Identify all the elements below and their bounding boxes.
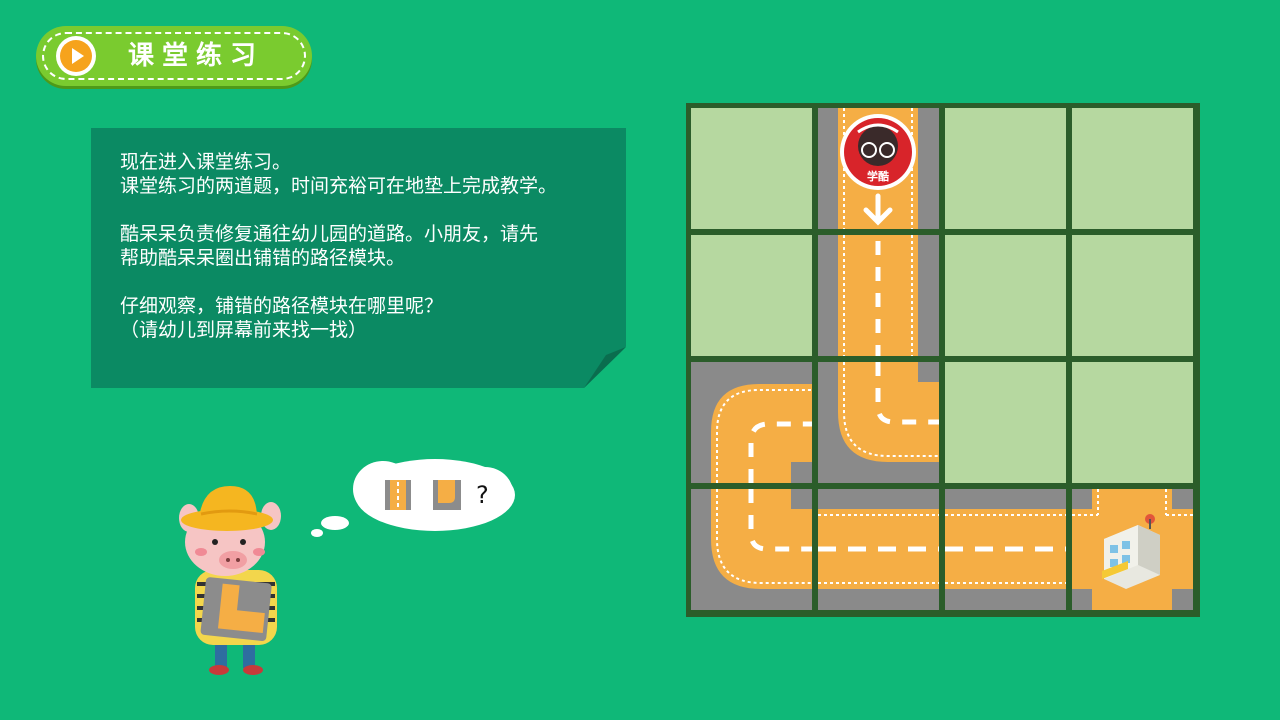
header-dashed-border bbox=[42, 32, 306, 80]
road-tile-straight-horizontal[interactable] bbox=[818, 489, 939, 610]
corner-tile-icon bbox=[433, 480, 461, 510]
instruction-line: （请幼儿到屏幕前来找一找） bbox=[120, 319, 368, 341]
kindergarten-building-icon bbox=[1102, 514, 1160, 589]
road-puzzle-board: 学酷 bbox=[686, 103, 1200, 617]
road-tile-corner-wrong[interactable] bbox=[818, 362, 939, 483]
page-fold-icon bbox=[584, 347, 626, 388]
pig-character bbox=[179, 486, 281, 675]
section-title: 课堂练习 bbox=[128, 41, 265, 71]
instruction-line: 课堂练习的两道题，时间充裕可在地垫上完成教学。 bbox=[120, 175, 558, 197]
play-icon[interactable] bbox=[56, 36, 96, 76]
question-mark: ? bbox=[476, 481, 489, 509]
road-tile-straight-horizontal[interactable] bbox=[945, 489, 1066, 610]
road-tile-corner[interactable] bbox=[691, 362, 812, 483]
section-header: 课堂练习 bbox=[36, 26, 312, 86]
robot-badge-text: 学酷 bbox=[867, 169, 889, 183]
instruction-text: 现在进入课堂练习。 课堂练习的两道题，时间充裕可在地垫上完成教学。 酷呆呆负责修… bbox=[120, 150, 610, 342]
instruction-card bbox=[91, 128, 626, 388]
grass-tile[interactable] bbox=[1072, 362, 1193, 483]
instruction-line: 酷呆呆负责修复通往幼儿园的道路。小朋友，请先 bbox=[120, 223, 539, 245]
road-tile-straight-vertical[interactable] bbox=[818, 235, 939, 356]
grass-tile[interactable] bbox=[945, 235, 1066, 356]
instruction-line: 现在进入课堂练习。 bbox=[120, 151, 292, 173]
grass-tile[interactable] bbox=[691, 108, 812, 229]
grass-tile[interactable] bbox=[1072, 235, 1193, 356]
grass-tile[interactable] bbox=[1072, 108, 1193, 229]
road-tile-destination[interactable] bbox=[1072, 489, 1193, 610]
road-tile-corner[interactable] bbox=[691, 489, 812, 610]
instruction-line: 帮助酷呆呆圈出铺错的路径模块。 bbox=[120, 247, 406, 269]
instruction-line: 仔细观察，铺错的路径模块在哪里呢？ bbox=[120, 295, 444, 317]
grass-tile[interactable] bbox=[945, 108, 1066, 229]
grass-tile[interactable] bbox=[945, 362, 1066, 483]
grass-tile[interactable] bbox=[691, 235, 812, 356]
thought-bubble bbox=[311, 459, 515, 537]
road-tile-straight-vertical[interactable]: 学酷 bbox=[818, 108, 939, 229]
straight-tile-icon bbox=[385, 480, 411, 510]
